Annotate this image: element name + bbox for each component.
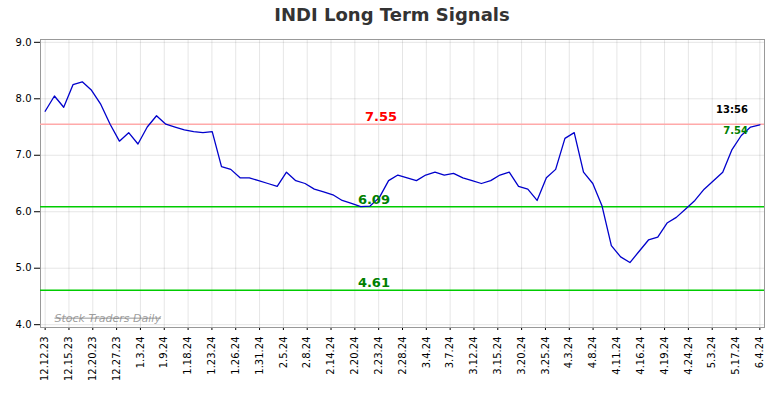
svg-text:4.11.24: 4.11.24 bbox=[611, 337, 622, 375]
svg-text:7.0: 7.0 bbox=[16, 149, 32, 160]
svg-text:4.24.24: 4.24.24 bbox=[683, 337, 694, 375]
svg-text:5.0: 5.0 bbox=[16, 262, 32, 273]
svg-text:1.23.24: 1.23.24 bbox=[206, 337, 217, 375]
svg-text:1.9.24: 1.9.24 bbox=[158, 337, 169, 369]
svg-text:4.16.24: 4.16.24 bbox=[635, 337, 646, 375]
svg-text:1.18.24: 1.18.24 bbox=[182, 337, 193, 375]
svg-text:1.31.24: 1.31.24 bbox=[254, 337, 265, 375]
svg-text:4.61: 4.61 bbox=[358, 275, 390, 290]
svg-text:6.09: 6.09 bbox=[358, 192, 390, 207]
svg-text:3.25.24: 3.25.24 bbox=[540, 337, 551, 375]
svg-text:3.4.24: 3.4.24 bbox=[421, 337, 432, 369]
svg-text:5.3.24: 5.3.24 bbox=[706, 337, 717, 369]
svg-text:2.5.24: 2.5.24 bbox=[278, 337, 289, 369]
svg-text:6.0: 6.0 bbox=[16, 206, 32, 217]
svg-text:13:56: 13:56 bbox=[716, 104, 748, 115]
svg-text:12.20.23: 12.20.23 bbox=[87, 337, 98, 382]
svg-text:2.28.24: 2.28.24 bbox=[397, 337, 408, 375]
html-text:INDI Long Term Signals: INDI Long Term Signals bbox=[274, 4, 510, 25]
svg-text:12.27.23: 12.27.23 bbox=[111, 337, 122, 382]
svg-text:2.8.24: 2.8.24 bbox=[301, 337, 312, 369]
svg-text:4.0: 4.0 bbox=[16, 319, 32, 330]
svg-text:2.20.24: 2.20.24 bbox=[349, 337, 360, 375]
svg-text:2.23.24: 2.23.24 bbox=[373, 337, 384, 375]
svg-text:4.8.24: 4.8.24 bbox=[587, 337, 598, 369]
svg-text:3.20.24: 3.20.24 bbox=[516, 337, 527, 375]
svg-text:3.15.24: 3.15.24 bbox=[492, 337, 503, 375]
svg-text:6.4.24: 6.4.24 bbox=[754, 337, 765, 369]
svg-text:1.26.24: 1.26.24 bbox=[230, 337, 241, 375]
svg-text:9.0: 9.0 bbox=[16, 37, 32, 48]
svg-text:5.17.24: 5.17.24 bbox=[730, 337, 741, 375]
svg-text:4.3.24: 4.3.24 bbox=[563, 337, 574, 369]
svg-text:8.0: 8.0 bbox=[16, 93, 32, 104]
svg-text:7.55: 7.55 bbox=[365, 109, 397, 124]
svg-text:3.12.24: 3.12.24 bbox=[468, 337, 479, 375]
svg-text:2.14.24: 2.14.24 bbox=[325, 337, 336, 375]
svg-text:1.3.24: 1.3.24 bbox=[135, 337, 146, 369]
svg-text:4.19.24: 4.19.24 bbox=[659, 337, 670, 375]
svg-text:12.15.23: 12.15.23 bbox=[63, 337, 74, 382]
svg-text:3.7.24: 3.7.24 bbox=[444, 337, 455, 369]
svg-text:12.12.23: 12.12.23 bbox=[39, 337, 50, 382]
svg-text:Stock Traders Daily: Stock Traders Daily bbox=[55, 312, 162, 325]
svg-text:7.54: 7.54 bbox=[723, 125, 748, 136]
